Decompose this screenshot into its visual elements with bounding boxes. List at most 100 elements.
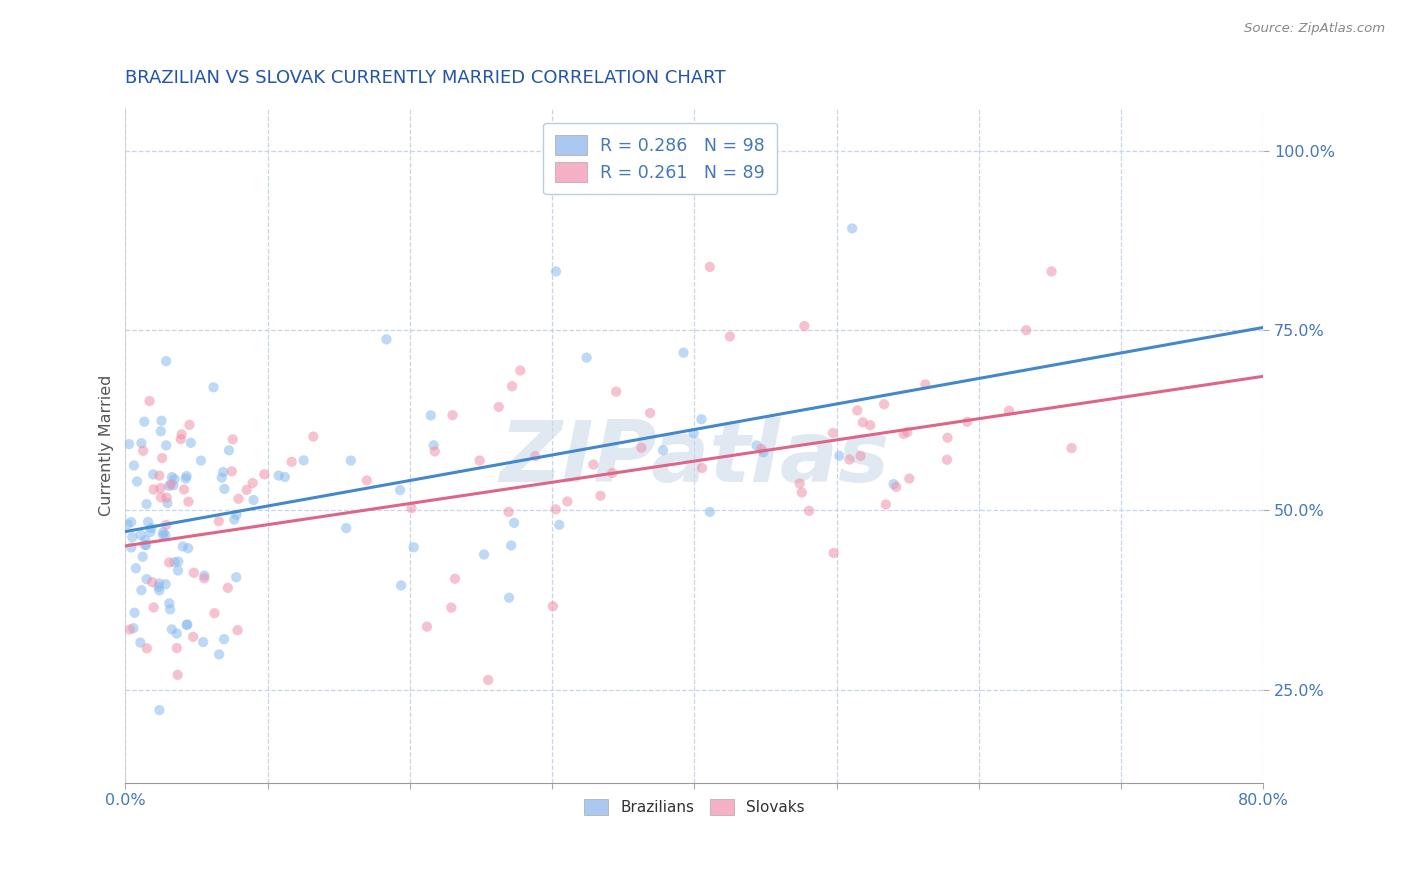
Point xyxy=(211,470,233,484)
Point xyxy=(575,351,598,365)
Point xyxy=(193,568,215,582)
Point xyxy=(150,451,173,466)
Point xyxy=(159,602,181,616)
Point xyxy=(548,517,571,532)
Point xyxy=(221,464,243,478)
Point xyxy=(135,572,157,586)
Point xyxy=(131,436,153,450)
Point xyxy=(1040,264,1063,278)
Point xyxy=(1015,323,1038,337)
Point xyxy=(472,548,495,562)
Point xyxy=(253,467,276,482)
Point xyxy=(335,521,357,535)
Point xyxy=(142,483,165,497)
Point xyxy=(468,453,491,467)
Point xyxy=(176,618,198,632)
Point xyxy=(214,482,236,496)
Point xyxy=(156,491,179,505)
Point xyxy=(162,478,184,492)
Point xyxy=(208,514,231,528)
Point xyxy=(163,472,186,486)
Point xyxy=(375,332,398,346)
Point xyxy=(117,517,139,532)
Text: BRAZILIAN VS SLOVAK CURRENTLY MARRIED CORRELATION CHART: BRAZILIAN VS SLOVAK CURRENTLY MARRIED CO… xyxy=(125,69,725,87)
Point xyxy=(125,561,148,575)
Point xyxy=(173,483,195,497)
Point xyxy=(120,541,142,555)
Point xyxy=(226,624,249,638)
Point xyxy=(488,400,510,414)
Point xyxy=(914,377,936,392)
Point xyxy=(401,501,423,516)
Point xyxy=(225,508,247,522)
Point xyxy=(125,475,148,489)
Point xyxy=(157,479,180,493)
Point xyxy=(139,524,162,539)
Point xyxy=(419,409,441,423)
Point xyxy=(859,418,882,433)
Point xyxy=(132,443,155,458)
Point xyxy=(389,483,412,497)
Point xyxy=(873,397,896,411)
Point xyxy=(118,623,141,637)
Point xyxy=(672,345,695,359)
Point xyxy=(797,504,820,518)
Point xyxy=(148,580,170,594)
Point xyxy=(148,583,170,598)
Point xyxy=(148,468,170,483)
Point xyxy=(501,379,523,393)
Point xyxy=(501,538,523,552)
Point xyxy=(129,528,152,542)
Y-axis label: Currently Married: Currently Married xyxy=(100,375,114,516)
Point xyxy=(416,620,439,634)
Point xyxy=(340,453,363,467)
Point xyxy=(274,470,297,484)
Point xyxy=(121,530,143,544)
Point xyxy=(849,449,872,463)
Point xyxy=(150,414,173,428)
Point xyxy=(155,517,177,532)
Point xyxy=(423,444,446,458)
Text: Source: ZipAtlas.com: Source: ZipAtlas.com xyxy=(1244,22,1385,36)
Point xyxy=(176,617,198,632)
Point xyxy=(267,468,290,483)
Point xyxy=(544,502,567,516)
Point xyxy=(135,641,157,656)
Point xyxy=(124,606,146,620)
Point xyxy=(302,429,325,443)
Point xyxy=(652,443,675,458)
Point xyxy=(793,318,815,333)
Point xyxy=(160,477,183,491)
Point xyxy=(167,564,190,578)
Point xyxy=(828,449,851,463)
Point xyxy=(157,596,180,610)
Point xyxy=(212,632,235,647)
Point xyxy=(180,435,202,450)
Point xyxy=(841,221,863,235)
Point xyxy=(163,555,186,569)
Point xyxy=(936,431,959,445)
Point xyxy=(170,432,193,446)
Point xyxy=(120,515,142,529)
Point xyxy=(118,437,141,451)
Point xyxy=(228,491,250,506)
Point xyxy=(208,648,231,662)
Point xyxy=(202,380,225,394)
Point xyxy=(898,472,921,486)
Point xyxy=(160,470,183,484)
Point xyxy=(166,641,188,656)
Point xyxy=(212,465,235,479)
Point xyxy=(444,572,467,586)
Point xyxy=(752,445,775,459)
Point xyxy=(699,260,721,274)
Point xyxy=(170,427,193,442)
Point xyxy=(690,461,713,475)
Point xyxy=(389,578,412,592)
Point xyxy=(155,438,177,452)
Point xyxy=(155,528,177,542)
Point xyxy=(544,264,567,278)
Point xyxy=(998,403,1021,417)
Point xyxy=(699,505,721,519)
Point xyxy=(422,438,444,452)
Point xyxy=(292,453,315,467)
